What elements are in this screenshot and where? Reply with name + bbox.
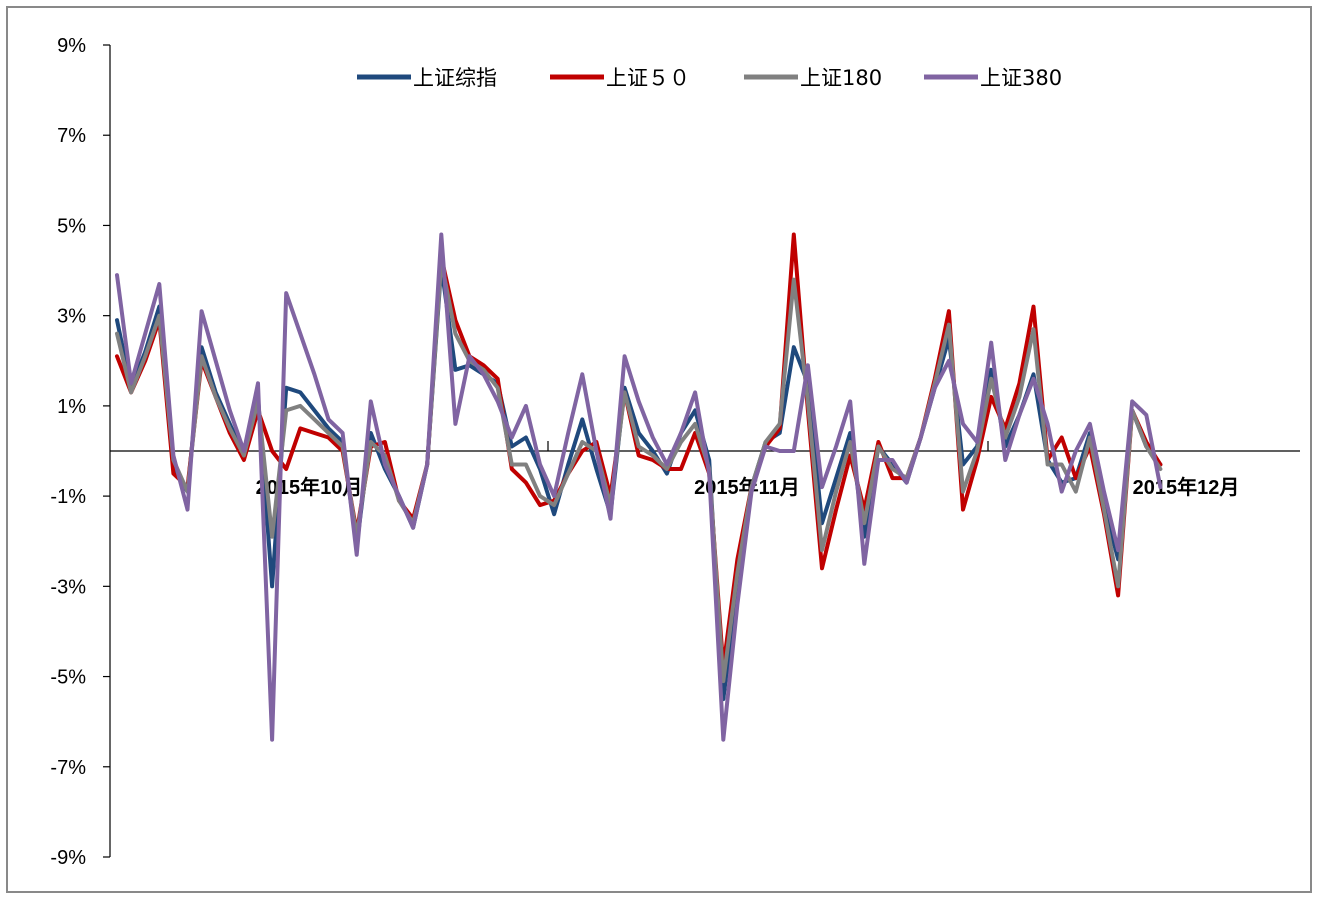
legend-label: 上证综指 [413, 66, 497, 90]
y-tick-label: -5% [50, 667, 86, 689]
y-tick-label: 3% [57, 306, 86, 328]
legend-label: 上证380 [980, 66, 1062, 90]
series-line-4 [115, 232, 1163, 742]
y-tick-label: 5% [57, 215, 86, 237]
y-tick-label: -9% [50, 847, 86, 869]
y-tick-label: -7% [50, 757, 86, 779]
legend-label: 上证５０ [606, 66, 690, 90]
y-tick-label: -1% [50, 486, 86, 508]
y-tick-label: -3% [50, 576, 86, 598]
y-tick-label: 7% [57, 125, 86, 147]
legend-label: 上证180 [800, 66, 882, 90]
y-tick-label: 9% [57, 35, 86, 57]
series-lines [115, 232, 1163, 742]
y-tick-label: 1% [57, 396, 86, 418]
x-month-label: 2015年10月 [256, 475, 363, 499]
series-line-3 [115, 259, 1163, 684]
x-month-label: 2015年12月 [1133, 475, 1240, 499]
legend: 上证综指 上证５０ 上证180 上证380 [357, 66, 1062, 90]
series-line-2 [115, 232, 1163, 670]
